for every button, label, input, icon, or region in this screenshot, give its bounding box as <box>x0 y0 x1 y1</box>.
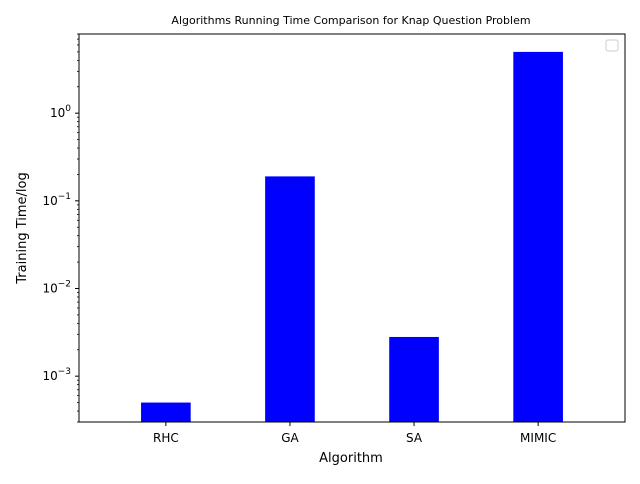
bar-rhc <box>141 402 191 422</box>
x-tick-label: MIMIC <box>520 431 556 445</box>
x-tick-label: GA <box>281 431 299 445</box>
plot-frame <box>78 33 626 423</box>
y-tick-label: 10−3 <box>42 367 71 383</box>
x-axis-label: Algorithm <box>319 451 383 466</box>
bar-sa <box>389 336 439 422</box>
bar-ga <box>265 176 315 422</box>
bars-layer <box>141 51 563 422</box>
bar-mimic <box>513 51 563 422</box>
x-axis-ticks: RHC GA SA MIMIC <box>153 422 556 445</box>
legend-box <box>605 39 619 52</box>
chart-title: Algorithms Running Time Comparison for K… <box>171 14 530 27</box>
y-tick-label: 10−2 <box>42 279 71 295</box>
x-tick-label: SA <box>406 431 423 445</box>
x-tick-label: RHC <box>153 431 179 445</box>
y-tick-label: 100 <box>50 104 71 120</box>
y-axis-label: Training Time/log <box>15 172 30 284</box>
y-axis-ticks: 10−3 10−2 10−1 100 <box>42 33 79 423</box>
y-tick-label: 10−1 <box>42 192 71 208</box>
